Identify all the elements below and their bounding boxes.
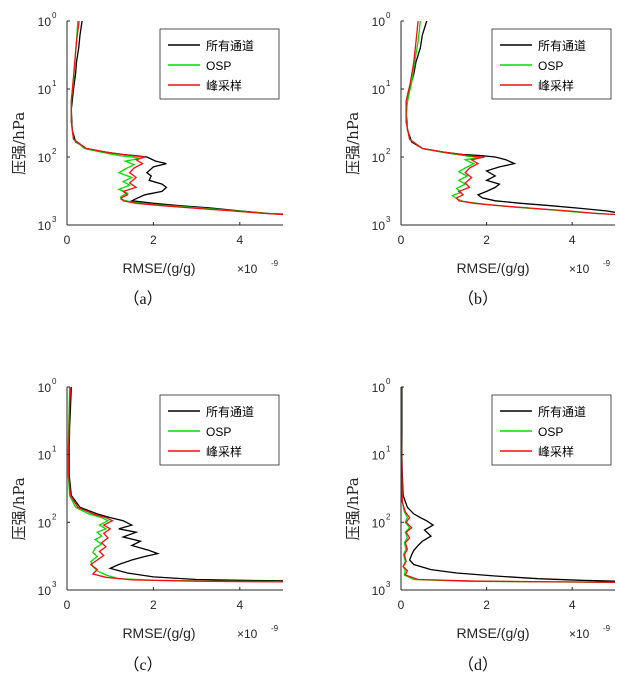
y-tick-label: 10: [38, 15, 52, 29]
y-tick-exponent: 0: [386, 377, 391, 386]
x-multiplier-exponent: -9: [271, 259, 279, 268]
y-axis-label: 压强/hPa: [344, 112, 362, 175]
legend-label: OSP: [206, 425, 231, 439]
x-tick-label: 0: [64, 598, 71, 612]
y-tick-label: 10: [38, 151, 52, 165]
series-line-0: [70, 21, 283, 215]
y-tick-exponent: 3: [52, 580, 57, 589]
y-tick-label: 10: [38, 449, 52, 463]
series-line-2: [405, 21, 615, 216]
series-line-2: [401, 387, 615, 583]
series-line-2: [68, 387, 283, 583]
legend-label: OSP: [206, 59, 231, 73]
y-tick-label: 10: [372, 219, 386, 233]
legend-label: OSP: [538, 59, 563, 73]
y-tick-exponent: 3: [52, 215, 57, 224]
x-multiplier-exponent: -9: [603, 259, 611, 268]
x-tick-label: 2: [483, 598, 490, 612]
panel-caption: （d）: [458, 656, 498, 674]
y-tick-exponent: 1: [52, 445, 57, 454]
y-tick-exponent: 0: [386, 11, 391, 20]
y-tick-exponent: 1: [386, 79, 391, 88]
y-axis-label: 压强/hPa: [10, 477, 28, 540]
x-tick-label: 4: [569, 233, 576, 247]
y-tick-exponent: 0: [52, 11, 57, 20]
y-tick-label: 10: [372, 449, 386, 463]
y-tick-label: 10: [372, 584, 386, 598]
y-axis-label: 压强/hPa: [344, 477, 362, 540]
y-tick-exponent: 1: [386, 445, 391, 454]
legend-box: [491, 28, 612, 100]
legend-label: OSP: [538, 425, 563, 439]
legend-label: 峰采样: [538, 444, 574, 459]
y-tick-label: 10: [372, 83, 386, 97]
legend-label: 所有通道: [206, 405, 254, 419]
x-axis-label: RMSE/(g/g): [456, 260, 529, 276]
y-tick-exponent: 2: [386, 147, 391, 156]
panel-caption: （c）: [123, 656, 162, 674]
y-tick-label: 10: [38, 381, 52, 395]
y-tick-exponent: 2: [386, 512, 391, 521]
legend-box: [159, 394, 280, 466]
x-tick-label: 4: [236, 598, 243, 612]
x-tick-label: 0: [398, 598, 405, 612]
legend-label: 峰采样: [206, 78, 242, 93]
y-tick-exponent: 1: [52, 79, 57, 88]
x-multiplier: ×10: [237, 627, 258, 641]
x-tick-label: 2: [150, 233, 157, 247]
panel-caption: （b）: [458, 290, 498, 308]
legend-box: [159, 28, 280, 100]
y-tick-exponent: 3: [386, 580, 391, 589]
y-tick-label: 10: [38, 83, 52, 97]
x-multiplier: ×10: [237, 262, 258, 276]
legend-label: 峰采样: [206, 444, 242, 459]
y-tick-exponent: 2: [52, 512, 57, 521]
panel-caption: （a）: [123, 290, 162, 308]
x-axis-label: RMSE/(g/g): [456, 625, 529, 641]
legend-label: 峰采样: [538, 78, 574, 93]
y-tick-label: 10: [38, 584, 52, 598]
legend-box: [491, 394, 612, 466]
legend-label: 所有通道: [538, 39, 586, 53]
x-multiplier-exponent: -9: [271, 624, 279, 633]
x-tick-label: 2: [150, 598, 157, 612]
y-tick-exponent: 3: [386, 215, 391, 224]
x-multiplier-exponent: -9: [603, 624, 611, 633]
x-multiplier: ×10: [569, 627, 590, 641]
y-tick-label: 10: [372, 381, 386, 395]
legend-label: 所有通道: [538, 405, 586, 419]
y-tick-exponent: 2: [52, 147, 57, 156]
y-tick-label: 10: [372, 151, 386, 165]
x-multiplier: ×10: [569, 262, 590, 276]
y-tick-label: 10: [372, 15, 386, 29]
x-tick-label: 0: [398, 233, 405, 247]
x-tick-label: 4: [236, 233, 243, 247]
x-axis-label: RMSE/(g/g): [122, 625, 195, 641]
x-tick-label: 4: [569, 598, 576, 612]
x-tick-label: 0: [64, 233, 71, 247]
x-axis-label: RMSE/(g/g): [122, 260, 195, 276]
y-tick-label: 10: [38, 516, 52, 530]
y-tick-exponent: 0: [52, 377, 57, 386]
series-line-2: [70, 21, 283, 216]
series-line-0: [401, 387, 615, 582]
legend-label: 所有通道: [206, 39, 254, 53]
y-tick-label: 10: [38, 219, 52, 233]
y-axis-label: 压强/hPa: [10, 112, 28, 175]
y-tick-label: 10: [372, 516, 386, 530]
x-tick-label: 2: [483, 233, 490, 247]
